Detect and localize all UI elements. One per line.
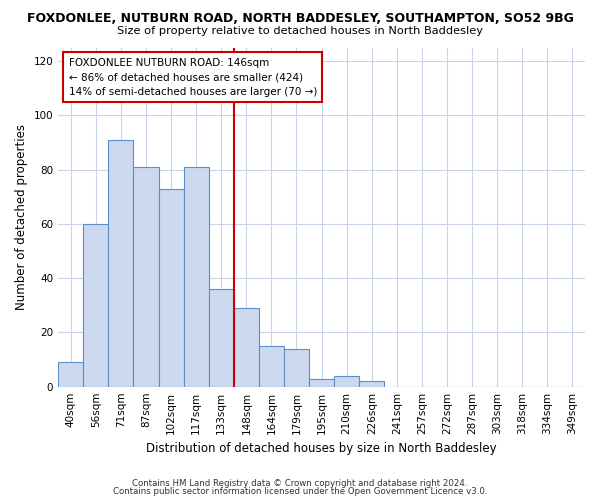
Text: FOXDONLEE NUTBURN ROAD: 146sqm
← 86% of detached houses are smaller (424)
14% of: FOXDONLEE NUTBURN ROAD: 146sqm ← 86% of …: [69, 58, 317, 98]
Bar: [334, 376, 359, 386]
Bar: [133, 167, 158, 386]
Bar: [109, 140, 133, 386]
Bar: [234, 308, 259, 386]
Bar: [158, 188, 184, 386]
X-axis label: Distribution of detached houses by size in North Baddesley: Distribution of detached houses by size …: [146, 442, 497, 455]
Bar: [184, 167, 209, 386]
Bar: [259, 346, 284, 387]
Bar: [359, 382, 385, 386]
Text: Size of property relative to detached houses in North Baddesley: Size of property relative to detached ho…: [117, 26, 483, 36]
Text: Contains HM Land Registry data © Crown copyright and database right 2024.: Contains HM Land Registry data © Crown c…: [132, 478, 468, 488]
Text: FOXDONLEE, NUTBURN ROAD, NORTH BADDESLEY, SOUTHAMPTON, SO52 9BG: FOXDONLEE, NUTBURN ROAD, NORTH BADDESLEY…: [26, 12, 574, 26]
Bar: [83, 224, 109, 386]
Bar: [284, 348, 309, 387]
Text: Contains public sector information licensed under the Open Government Licence v3: Contains public sector information licen…: [113, 487, 487, 496]
Bar: [209, 289, 234, 386]
Y-axis label: Number of detached properties: Number of detached properties: [15, 124, 28, 310]
Bar: [58, 362, 83, 386]
Bar: [309, 378, 334, 386]
